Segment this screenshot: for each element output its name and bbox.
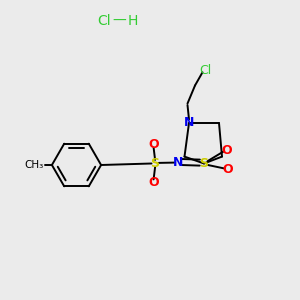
Text: Cl: Cl <box>98 14 111 28</box>
Text: H: H <box>128 14 138 28</box>
Text: N: N <box>172 155 183 169</box>
Text: N: N <box>184 116 194 130</box>
Text: Cl: Cl <box>200 64 211 77</box>
Text: S: S <box>200 157 208 170</box>
Text: O: O <box>148 137 159 151</box>
Text: O: O <box>148 176 159 190</box>
Text: CH₃: CH₃ <box>25 160 44 170</box>
Text: S: S <box>151 157 160 170</box>
Text: —: — <box>112 14 126 28</box>
Text: O: O <box>221 143 232 157</box>
Text: O: O <box>223 163 233 176</box>
